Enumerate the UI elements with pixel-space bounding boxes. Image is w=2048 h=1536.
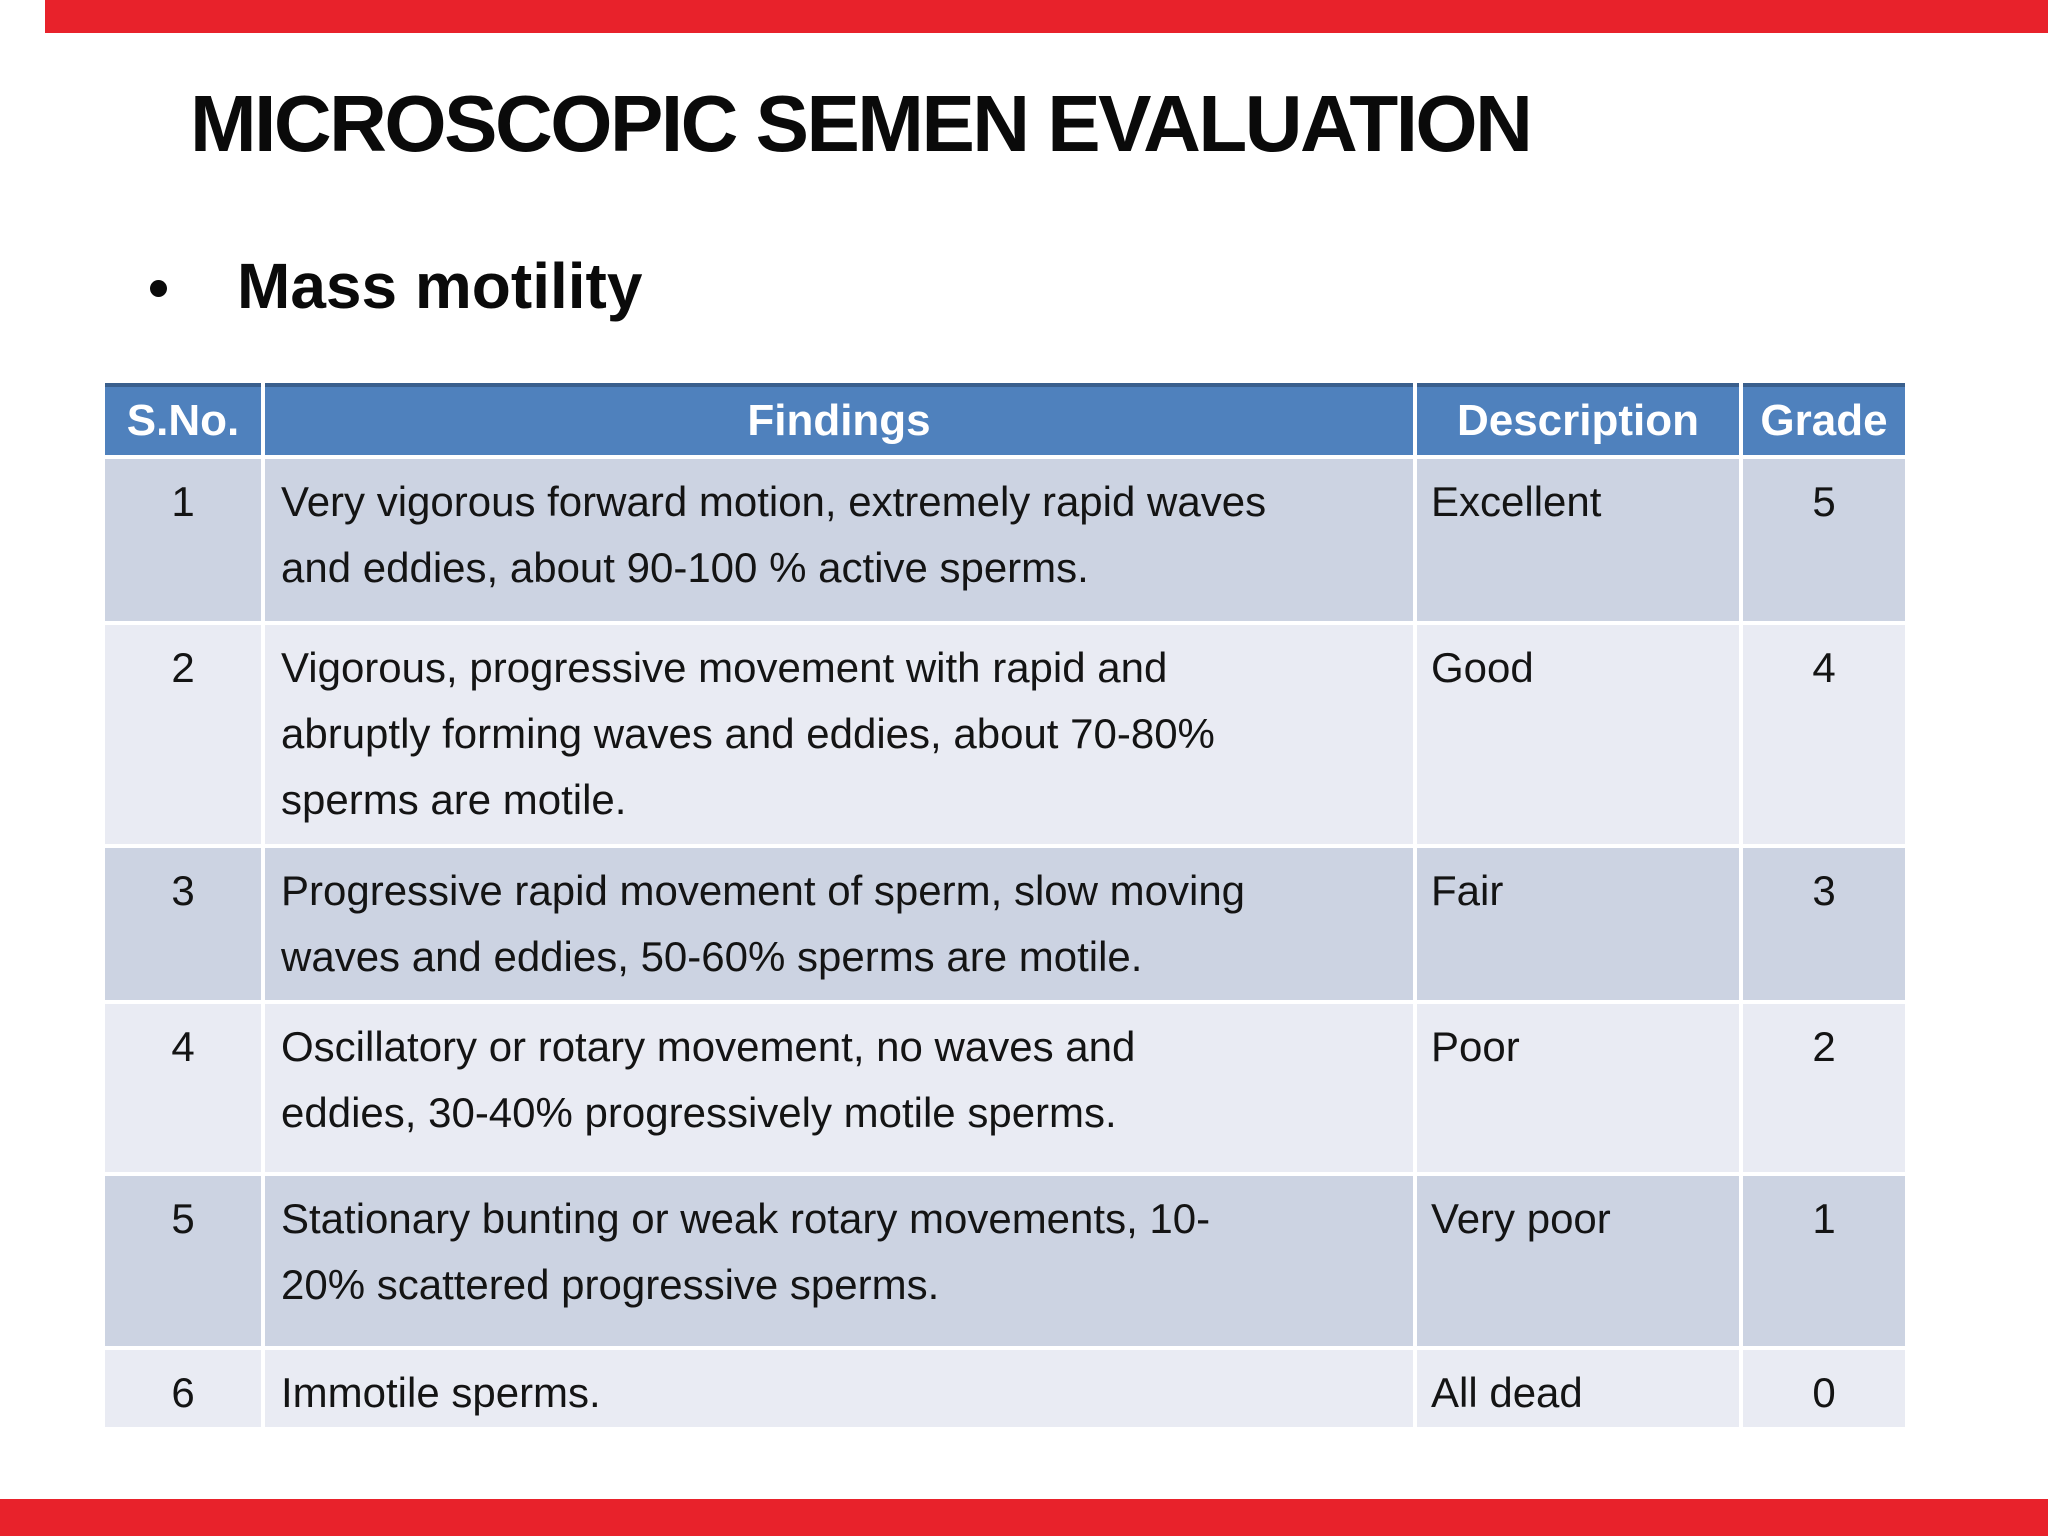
grade-cell: 3 — [1743, 848, 1905, 1000]
grade-cell: 5 — [1743, 459, 1905, 621]
page-title: MICROSCOPIC SEMEN EVALUATION — [190, 79, 1533, 168]
bullet-text: Mass motility — [237, 250, 643, 322]
grade-cell: 1 — [1743, 1176, 1905, 1346]
sno-cell: 2 — [105, 625, 261, 844]
sno-cell: 6 — [105, 1350, 261, 1427]
description-cell: Poor — [1417, 1004, 1739, 1172]
sno-cell: 5 — [105, 1176, 261, 1346]
col-header-description: Description — [1417, 383, 1739, 455]
grade-cell: 4 — [1743, 625, 1905, 844]
finding-cell: Immotile sperms. — [265, 1350, 1413, 1427]
col-header-findings: Findings — [265, 383, 1413, 455]
description-cell: Good — [1417, 625, 1739, 844]
bottom-red-bar — [0, 1499, 2048, 1536]
description-cell: Excellent — [1417, 459, 1739, 621]
description-cell: Very poor — [1417, 1176, 1739, 1346]
bullet-row: Mass motility — [150, 254, 642, 318]
table-row: 2 Vigorous, progressive movement with ra… — [105, 625, 1905, 844]
col-header-sno: S.No. — [105, 383, 261, 455]
finding-cell: Stationary bunting or weak rotary moveme… — [265, 1176, 1413, 1346]
description-cell: Fair — [1417, 848, 1739, 1000]
finding-cell: Very vigorous forward motion, extremely … — [265, 459, 1413, 621]
top-red-bar — [45, 0, 2048, 33]
table-header-row: S.No. Findings Description Grade — [105, 383, 1905, 455]
table-row: 1 Very vigorous forward motion, extremel… — [105, 459, 1905, 621]
bullet-icon — [150, 280, 167, 297]
finding-cell: Vigorous, progressive movement with rapi… — [265, 625, 1413, 844]
sno-cell: 1 — [105, 459, 261, 621]
description-cell: All dead — [1417, 1350, 1739, 1427]
col-header-grade: Grade — [1743, 383, 1905, 455]
table-row: 3 Progressive rapid movement of sperm, s… — [105, 848, 1905, 1000]
sno-cell: 3 — [105, 848, 261, 1000]
table-row: 5 Stationary bunting or weak rotary move… — [105, 1176, 1905, 1346]
table-row: 4 Oscillatory or rotary movement, no wav… — [105, 1004, 1905, 1172]
finding-cell: Progressive rapid movement of sperm, slo… — [265, 848, 1413, 1000]
sno-cell: 4 — [105, 1004, 261, 1172]
grade-cell: 0 — [1743, 1350, 1905, 1427]
finding-cell: Oscillatory or rotary movement, no waves… — [265, 1004, 1413, 1172]
mass-motility-table: S.No. Findings Description Grade 1 Very … — [101, 379, 1909, 1431]
grade-cell: 2 — [1743, 1004, 1905, 1172]
table-row: 6 Immotile sperms. All dead 0 — [105, 1350, 1905, 1427]
